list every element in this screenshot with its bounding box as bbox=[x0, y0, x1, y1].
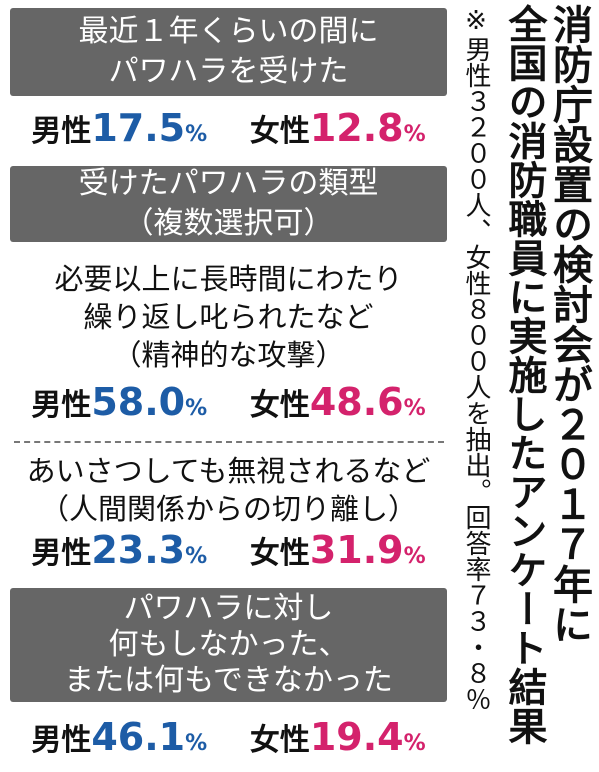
text-line: あいさつしても無視されるなど bbox=[26, 454, 431, 488]
note: ※男性３２００人、女性８００人を抽出。回答率７３・８％ bbox=[461, 6, 491, 712]
text-line: （人間関係からの切り離し） bbox=[39, 492, 417, 526]
divider bbox=[14, 441, 444, 443]
item-text: あいさつしても無視されるなど （人間関係からの切り離し） bbox=[10, 452, 447, 528]
unit: % bbox=[403, 122, 426, 147]
text-line: 繰り返し叱られたなど bbox=[83, 300, 374, 334]
text-line: （精神的な攻撃） bbox=[112, 338, 345, 372]
heading-line: 受けたパワハラの類型 bbox=[78, 166, 379, 201]
heading-line: 何もしなかった、 bbox=[108, 627, 349, 662]
value: 46.1 bbox=[91, 715, 186, 759]
value: 31.9 bbox=[309, 528, 404, 572]
value: 19.4 bbox=[309, 715, 404, 759]
heading-box: パワハラに対し 何もしなかった、 または何もできなかった bbox=[10, 588, 447, 702]
heading-box: 受けたパワハラの類型 （複数選択可） bbox=[10, 166, 447, 242]
unit: % bbox=[403, 731, 426, 756]
heading-line: 最近１年くらいの間に bbox=[78, 14, 379, 49]
title-line: 全国の消防職員に実施したアンケート結果 bbox=[502, 4, 547, 745]
label: 女性 bbox=[249, 388, 310, 423]
label: 男性 bbox=[31, 723, 92, 758]
stat-row: 男性23.3% 女性31.9% bbox=[10, 528, 447, 572]
heading-line: （複数選択可） bbox=[123, 206, 334, 241]
heading-line: または何もできなかった bbox=[64, 663, 393, 698]
label: 男性 bbox=[31, 388, 92, 423]
value: 58.0 bbox=[91, 380, 186, 424]
stat-row: 男性58.0% 女性48.6% bbox=[10, 380, 447, 424]
text-line: 必要以上に長時間にわたり bbox=[54, 262, 403, 296]
unit: % bbox=[185, 122, 208, 147]
unit: % bbox=[185, 544, 208, 569]
unit: % bbox=[185, 731, 208, 756]
title-line: 消防庁設置の検討会が２０１７年に bbox=[546, 4, 592, 644]
label: 女性 bbox=[249, 536, 310, 571]
value: 12.8 bbox=[309, 106, 404, 150]
unit: % bbox=[403, 544, 426, 569]
unit: % bbox=[185, 396, 208, 421]
label: 女性 bbox=[249, 723, 310, 758]
value: 23.3 bbox=[91, 528, 186, 572]
value: 48.6 bbox=[309, 380, 404, 424]
value: 17.5 bbox=[91, 106, 186, 150]
heading-line: パワハラに対し bbox=[123, 591, 334, 626]
item-text: 必要以上に長時間にわたり 繰り返し叱られたなど （精神的な攻撃） bbox=[10, 260, 447, 374]
stat-row: 男性17.5% 女性12.8% bbox=[10, 106, 447, 150]
unit: % bbox=[403, 396, 426, 421]
heading-line: パワハラを受けた bbox=[108, 54, 349, 89]
label: 男性 bbox=[31, 114, 92, 149]
label: 女性 bbox=[249, 114, 310, 149]
label: 男性 bbox=[31, 536, 92, 571]
heading-box: 最近１年くらいの間に パワハラを受けた bbox=[10, 8, 447, 96]
stat-row: 男性46.1% 女性19.4% bbox=[10, 715, 447, 759]
